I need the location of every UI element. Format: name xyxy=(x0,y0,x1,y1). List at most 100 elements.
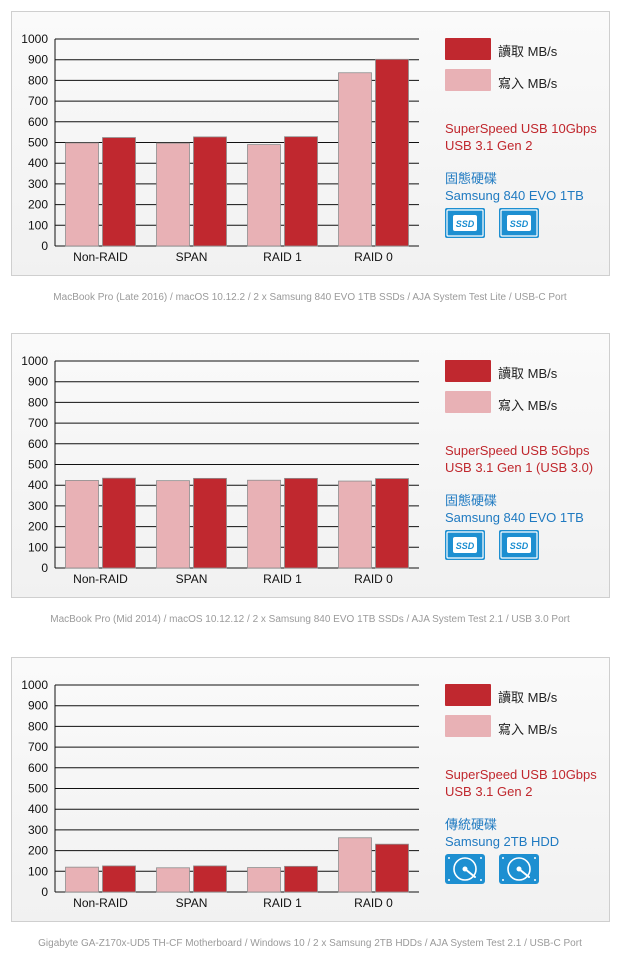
bar-write xyxy=(156,142,190,247)
hdd-icon xyxy=(499,854,539,884)
x-tick-label: RAID 0 xyxy=(354,250,393,264)
y-tick-label: 100 xyxy=(28,218,48,232)
connection-speed: SuperSpeed USB 10Gbps xyxy=(445,767,597,782)
x-tick-label: RAID 1 xyxy=(263,896,302,910)
legend-label-read: 讀取 MB/s xyxy=(498,366,558,381)
y-tick-label: 500 xyxy=(28,782,48,796)
y-tick-label: 200 xyxy=(28,198,48,212)
y-tick-label: 700 xyxy=(28,416,48,430)
bar-read xyxy=(284,865,318,893)
ssd-icon: SSD xyxy=(445,208,485,238)
legend-swatch-write xyxy=(445,69,491,91)
connection-standard: USB 3.1 Gen 1 (USB 3.0) xyxy=(445,460,594,475)
hdd-icon xyxy=(445,854,485,884)
bar-read xyxy=(102,865,136,893)
bar-write xyxy=(156,480,190,569)
bar-write xyxy=(65,142,99,247)
y-tick-label: 500 xyxy=(28,458,48,472)
legend-swatch-read xyxy=(445,684,491,706)
bar-read xyxy=(102,137,136,247)
ssd-icon: SSD xyxy=(445,530,485,560)
ssd-icon: SSD xyxy=(499,208,539,238)
x-tick-label: Non-RAID xyxy=(73,572,128,586)
connection-speed: SuperSpeed USB 5Gbps xyxy=(445,443,590,458)
x-tick-label: RAID 0 xyxy=(354,572,393,586)
x-tick-label: RAID 1 xyxy=(263,572,302,586)
y-tick-label: 300 xyxy=(28,177,48,191)
drive-type: 傳統硬碟 xyxy=(445,817,498,832)
bar-chart-2: 0 100 200 300 400 500 600 700 800 900 1000 Non-RAID… xyxy=(21,354,419,586)
drive-model: Samsung 2TB HDD xyxy=(445,834,560,849)
y-tick-label: 400 xyxy=(28,478,48,492)
x-tick-label: RAID 0 xyxy=(354,896,393,910)
y-tick-label: 400 xyxy=(28,802,48,816)
bar-write xyxy=(156,867,190,893)
connection-speed: SuperSpeed USB 10Gbps xyxy=(445,121,597,136)
bar-write xyxy=(338,480,372,569)
y-tick-label: 300 xyxy=(28,823,48,837)
bar-write xyxy=(338,837,372,893)
x-tick-label: RAID 1 xyxy=(263,250,302,264)
bar-write xyxy=(247,479,281,569)
chart-caption-1: MacBook Pro (Late 2016) / macOS 10.12.2 … xyxy=(53,292,567,303)
bar-write xyxy=(338,72,372,247)
bar-read xyxy=(193,477,227,569)
bar-read xyxy=(102,477,136,569)
y-tick-label: 800 xyxy=(28,395,48,409)
bar-read xyxy=(375,478,409,569)
drive-type: 固態硬碟 xyxy=(445,493,498,508)
y-tick-label: 0 xyxy=(41,239,48,253)
bar-chart-1: 0 100 200 300 400 500 600 700 800 900 1000 Non-RAID… xyxy=(21,32,419,264)
chart-caption-3: Gigabyte GA-Z170x-UD5 TH-CF Motherboard … xyxy=(38,938,582,949)
bar-write xyxy=(247,867,281,893)
y-tick-label: 1000 xyxy=(21,354,48,368)
y-tick-label: 600 xyxy=(28,437,48,451)
chart-caption-2: MacBook Pro (Mid 2014) / macOS 10.12.12 … xyxy=(50,614,570,625)
bar-write xyxy=(65,866,99,893)
bar-read xyxy=(284,136,318,247)
svg-text:SSD: SSD xyxy=(456,541,475,551)
legend-swatch-write xyxy=(445,391,491,413)
x-tick-label: SPAN xyxy=(176,572,208,586)
y-tick-label: 300 xyxy=(28,499,48,513)
bar-read xyxy=(284,477,318,569)
x-tick-label: SPAN xyxy=(176,250,208,264)
legend-label-write: 寫入 MB/s xyxy=(498,76,558,91)
legend-swatch-read xyxy=(445,360,491,382)
bar-read xyxy=(193,865,227,893)
y-tick-label: 700 xyxy=(28,740,48,754)
bar-write xyxy=(247,144,281,247)
y-tick-label: 100 xyxy=(28,540,48,554)
legend-swatch-write xyxy=(445,715,491,737)
svg-text:SSD: SSD xyxy=(510,219,529,229)
bar-read xyxy=(375,843,409,893)
y-tick-label: 0 xyxy=(41,885,48,899)
chart-panel-3: 0 100 200 300 400 500 600 700 800 900 1000 Non-RAID… xyxy=(11,657,610,922)
y-tick-label: 600 xyxy=(28,115,48,129)
y-tick-label: 800 xyxy=(28,73,48,87)
y-tick-label: 0 xyxy=(41,561,48,575)
chart-panel-2: 0 100 200 300 400 500 600 700 800 900 1000 Non-RAID… xyxy=(11,333,610,598)
legend-label-read: 讀取 MB/s xyxy=(498,44,558,59)
y-tick-label: 900 xyxy=(28,53,48,67)
bar-chart-3: 0 100 200 300 400 500 600 700 800 900 1000 Non-RAID… xyxy=(21,678,419,910)
connection-standard: USB 3.1 Gen 2 xyxy=(445,784,533,799)
y-tick-label: 100 xyxy=(28,864,48,878)
x-tick-label: Non-RAID xyxy=(73,250,128,264)
y-tick-label: 600 xyxy=(28,761,48,775)
chart-panel-1: 0 100 200 300 400 500 600 700 800 900 1000 Non-RAID… xyxy=(11,11,610,276)
x-tick-label: SPAN xyxy=(176,896,208,910)
y-tick-label: 900 xyxy=(28,699,48,713)
y-tick-label: 200 xyxy=(28,520,48,534)
legend-label-write: 寫入 MB/s xyxy=(498,398,558,413)
y-tick-label: 400 xyxy=(28,156,48,170)
y-tick-label: 200 xyxy=(28,844,48,858)
y-tick-label: 1000 xyxy=(21,32,48,46)
svg-text:SSD: SSD xyxy=(510,541,529,551)
ssd-icon: SSD xyxy=(499,530,539,560)
y-tick-label: 500 xyxy=(28,136,48,150)
bar-read xyxy=(375,58,409,247)
y-tick-label: 700 xyxy=(28,94,48,108)
bar-read xyxy=(193,136,227,247)
y-tick-label: 900 xyxy=(28,375,48,389)
